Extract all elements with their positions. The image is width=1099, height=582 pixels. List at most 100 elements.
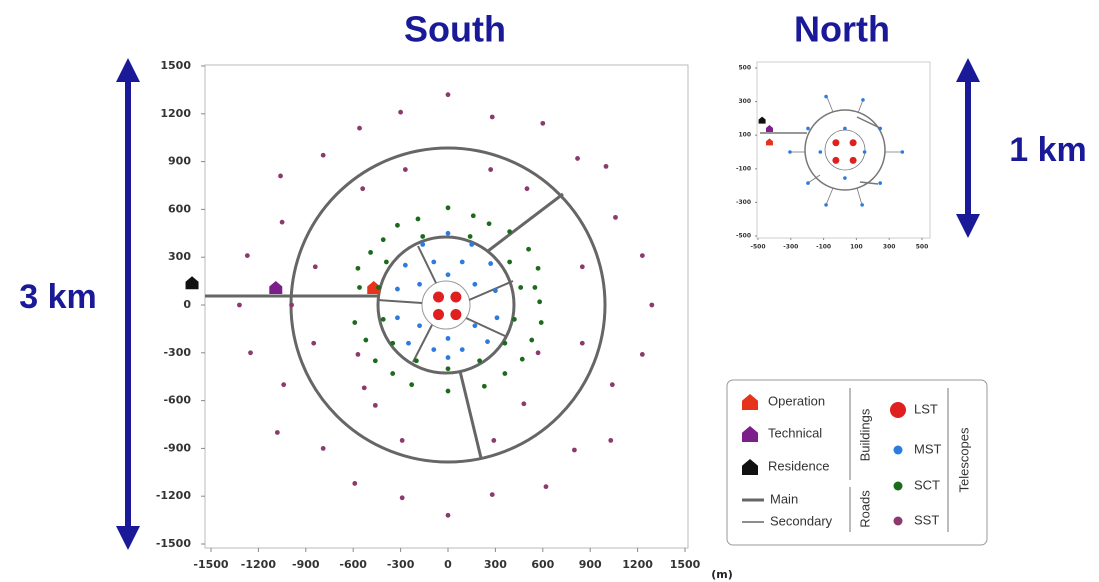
x-tick-label: 1200	[622, 558, 653, 571]
telescope-marker	[818, 150, 823, 154]
telescope-marker	[639, 253, 645, 259]
telescope-marker	[824, 94, 828, 99]
telescope-marker	[450, 291, 462, 303]
telescope-marker	[289, 302, 294, 308]
legend-label: Secondary	[770, 513, 833, 528]
telescope-marker	[445, 366, 451, 372]
legend-label: Technical	[768, 425, 822, 440]
telescope-marker	[862, 150, 867, 154]
telescope-marker	[519, 356, 525, 362]
telescope-marker	[390, 340, 396, 346]
legend-group: Telescopes	[956, 427, 971, 493]
telescope-marker	[395, 315, 400, 321]
telescope-marker	[459, 259, 465, 265]
telescope-marker	[507, 229, 513, 235]
telescope-marker	[529, 337, 535, 343]
x-tick-label: -600	[339, 558, 367, 571]
telescope-marker	[470, 213, 476, 219]
telescope-marker	[409, 382, 415, 388]
telescope-marker	[488, 261, 494, 266]
telescope-marker	[472, 323, 478, 329]
telescope-marker	[445, 272, 451, 278]
telescope-marker	[575, 156, 580, 161]
legend-label: SST	[914, 512, 939, 527]
telescope-marker	[649, 302, 655, 308]
telescope-marker	[450, 309, 462, 321]
legend-label: MST	[914, 441, 942, 456]
telescope-marker	[445, 512, 451, 518]
telescope-marker	[579, 264, 585, 270]
scale-label: 3 km	[19, 278, 97, 316]
telescope-marker	[380, 237, 386, 243]
telescope-marker	[491, 438, 497, 443]
chart-title: North	[794, 9, 890, 50]
telescope-marker	[279, 219, 285, 225]
telescope-marker	[278, 173, 283, 179]
telescope-marker	[281, 382, 287, 388]
legend-swatch	[893, 516, 903, 526]
telescope-marker	[843, 126, 847, 131]
telescope-marker	[806, 181, 810, 185]
telescope-marker	[843, 176, 847, 180]
telescope-marker	[502, 371, 508, 376]
y-tick-label: 100	[738, 132, 751, 139]
telescope-marker	[469, 242, 475, 247]
telescope-marker	[489, 492, 495, 498]
telescope-marker	[526, 246, 531, 252]
telescope-marker	[832, 139, 840, 147]
telescope-marker	[395, 222, 400, 228]
telescope-marker	[320, 152, 326, 158]
telescope-marker	[543, 484, 549, 490]
telescope-marker	[357, 125, 362, 131]
telescope-marker	[806, 126, 810, 131]
telescope-marker	[467, 234, 473, 239]
telescope-marker	[402, 262, 408, 268]
x-tick-label: -300	[387, 558, 415, 571]
telescope-marker	[481, 383, 487, 389]
telescope-marker	[406, 340, 411, 346]
telescope-marker	[352, 320, 358, 325]
telescope-marker	[352, 481, 358, 486]
telescope-marker	[532, 285, 538, 290]
telescope-marker	[488, 167, 494, 172]
x-tick-label: 500	[916, 244, 929, 251]
telescope-marker	[372, 402, 378, 408]
telescope-marker	[445, 355, 451, 360]
building-marker	[765, 124, 773, 132]
legend-swatch	[890, 402, 906, 418]
telescope-marker	[603, 163, 609, 169]
y-tick-label: 1200	[160, 107, 191, 120]
scale-label: 1 km	[1009, 131, 1087, 169]
telescope-marker	[535, 265, 541, 271]
telescope-marker	[489, 114, 495, 120]
legend-swatch	[893, 481, 903, 491]
telescope-marker	[849, 156, 857, 164]
y-tick-label: -1200	[156, 489, 192, 502]
telescope-marker	[355, 351, 361, 357]
telescope-marker	[878, 126, 882, 131]
legend-group: Buildings	[857, 408, 872, 461]
y-tick-label: -100	[736, 165, 751, 172]
plot-frame	[756, 61, 931, 239]
telescope-marker	[537, 299, 543, 305]
telescope-marker	[521, 401, 527, 407]
y-tick-label: 300	[168, 250, 191, 263]
legend-group: Roads	[857, 490, 872, 528]
telescope-marker	[445, 92, 451, 98]
telescope-marker	[486, 221, 492, 227]
x-tick-label: 100	[850, 244, 863, 251]
telescope-marker	[788, 150, 792, 154]
legend-swatch	[742, 426, 758, 442]
y-tick-label: -300	[736, 199, 751, 206]
telescope-marker	[415, 216, 421, 222]
telescope-marker	[360, 186, 366, 192]
telescope-marker	[244, 253, 250, 259]
telescope-marker	[518, 285, 524, 290]
telescope-marker	[900, 150, 905, 154]
y-tick-label: -500	[736, 233, 751, 240]
telescope-marker	[472, 281, 478, 287]
legend-label: Operation	[768, 393, 825, 408]
telescope-marker	[613, 214, 618, 220]
telescope-marker	[368, 250, 373, 255]
telescope-marker	[860, 203, 864, 207]
